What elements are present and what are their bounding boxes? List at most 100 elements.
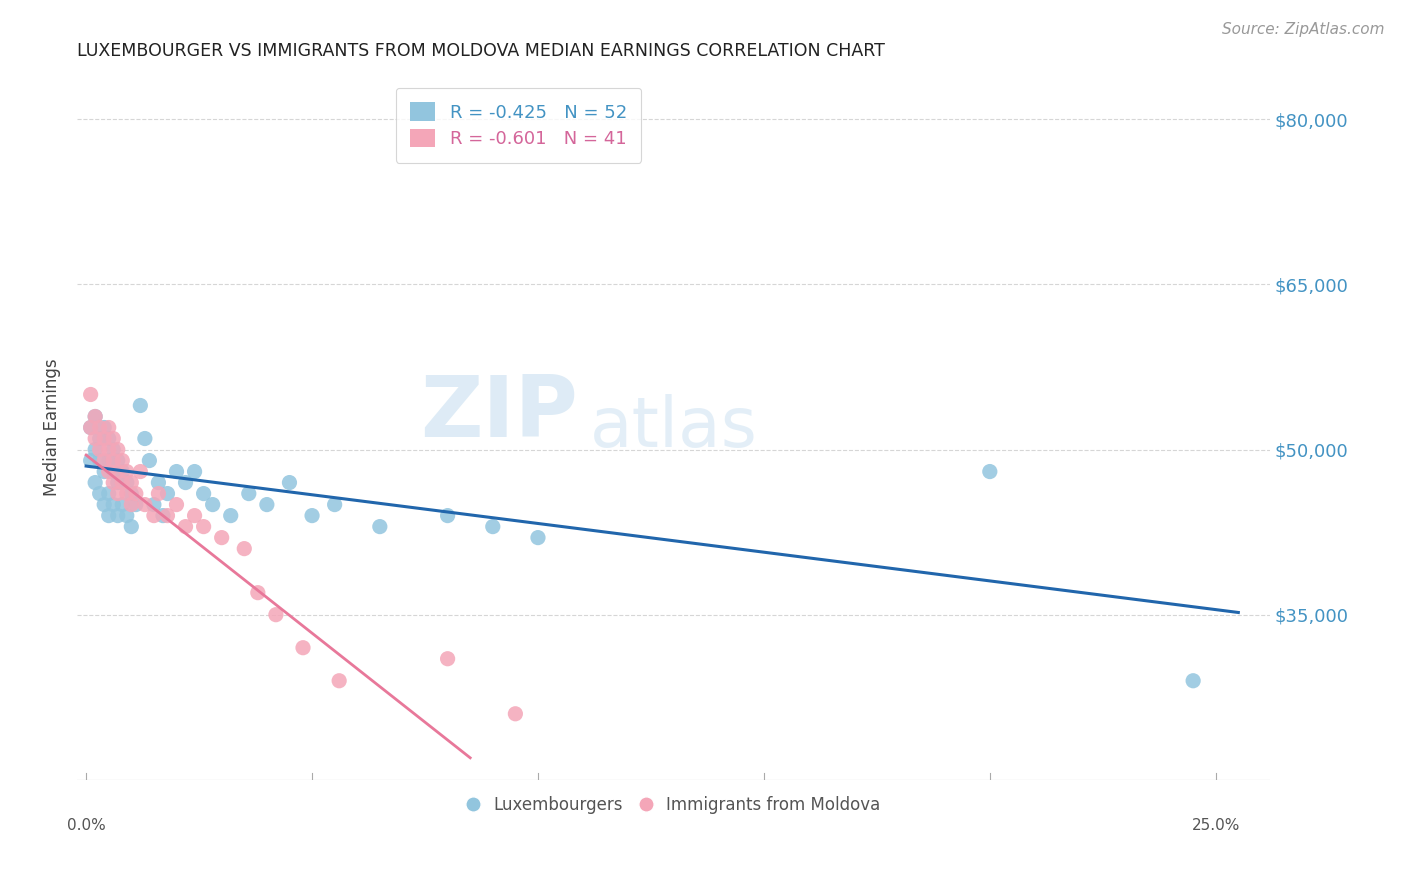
Point (134, 498, 156, 512)
Point (107, 465, 129, 479)
Point (979, 465, 1001, 479)
Point (142, 508, 165, 523)
Point (156, 508, 179, 523)
Text: Source: ZipAtlas.com: Source: ZipAtlas.com (1222, 22, 1385, 37)
Point (166, 498, 188, 512)
Point (93, 498, 115, 512)
Point (111, 465, 134, 479)
Point (84, 409, 107, 424)
Point (301, 508, 323, 523)
Point (156, 486, 179, 500)
Point (436, 651, 458, 665)
Point (103, 465, 125, 479)
Point (120, 486, 142, 500)
Text: ZIP: ZIP (420, 372, 578, 455)
Point (93, 453, 115, 467)
Point (256, 498, 278, 512)
Point (89, 453, 111, 467)
Point (238, 486, 260, 500)
Point (97, 508, 120, 523)
Legend: Luxembourgers, Immigrants from Moldova: Luxembourgers, Immigrants from Moldova (460, 789, 887, 821)
Point (233, 541, 256, 556)
Point (120, 519, 142, 533)
Point (79, 420, 101, 434)
Point (115, 465, 138, 479)
Point (107, 486, 129, 500)
Point (481, 519, 503, 533)
Point (97, 420, 120, 434)
Point (97, 486, 120, 500)
Point (174, 519, 197, 533)
Point (97, 432, 120, 446)
Point (120, 498, 142, 512)
Point (193, 486, 215, 500)
Point (166, 465, 188, 479)
Point (527, 531, 550, 545)
Point (328, 673, 350, 688)
Point (148, 475, 170, 490)
Text: 25.0%: 25.0% (1191, 818, 1240, 833)
Point (111, 498, 134, 512)
Point (246, 585, 269, 599)
Point (142, 498, 165, 512)
Point (107, 453, 129, 467)
Point (89, 442, 111, 457)
Point (125, 486, 148, 500)
Point (183, 465, 205, 479)
Point (79, 453, 101, 467)
Point (79, 420, 101, 434)
Point (134, 432, 156, 446)
Point (115, 508, 138, 523)
Point (89, 486, 111, 500)
Point (138, 453, 160, 467)
Point (115, 475, 138, 490)
Point (323, 498, 346, 512)
Point (107, 475, 129, 490)
Point (84, 475, 107, 490)
Point (93, 432, 115, 446)
Point (103, 498, 125, 512)
Point (97, 453, 120, 467)
Point (125, 498, 148, 512)
Point (148, 486, 170, 500)
Point (120, 475, 142, 490)
Point (93, 465, 115, 479)
Point (183, 508, 205, 523)
Point (84, 432, 107, 446)
Point (115, 486, 138, 500)
Point (103, 432, 125, 446)
Point (107, 508, 129, 523)
Point (97, 442, 120, 457)
Point (103, 442, 125, 457)
Point (103, 475, 125, 490)
Point (505, 706, 527, 721)
Point (211, 531, 233, 545)
Point (264, 607, 287, 622)
Point (84, 409, 107, 424)
Point (174, 475, 197, 490)
Point (129, 399, 152, 413)
Point (93, 420, 115, 434)
Point (89, 432, 111, 446)
Point (278, 475, 301, 490)
Text: atlas: atlas (591, 394, 758, 461)
Point (84, 442, 107, 457)
Point (129, 465, 152, 479)
Point (219, 508, 242, 523)
Point (111, 475, 134, 490)
Point (107, 442, 129, 457)
Point (97, 465, 120, 479)
Point (111, 453, 134, 467)
Point (193, 519, 215, 533)
Point (201, 498, 224, 512)
Text: 0.0%: 0.0% (66, 818, 105, 833)
Point (89, 420, 111, 434)
Point (292, 640, 315, 655)
Point (1182, 673, 1205, 688)
Text: LUXEMBOURGER VS IMMIGRANTS FROM MOLDOVA MEDIAN EARNINGS CORRELATION CHART: LUXEMBOURGER VS IMMIGRANTS FROM MOLDOVA … (77, 42, 884, 60)
Point (368, 519, 391, 533)
Y-axis label: Median Earnings: Median Earnings (44, 359, 60, 496)
Point (79, 387, 101, 401)
Point (436, 508, 458, 523)
Point (152, 508, 174, 523)
